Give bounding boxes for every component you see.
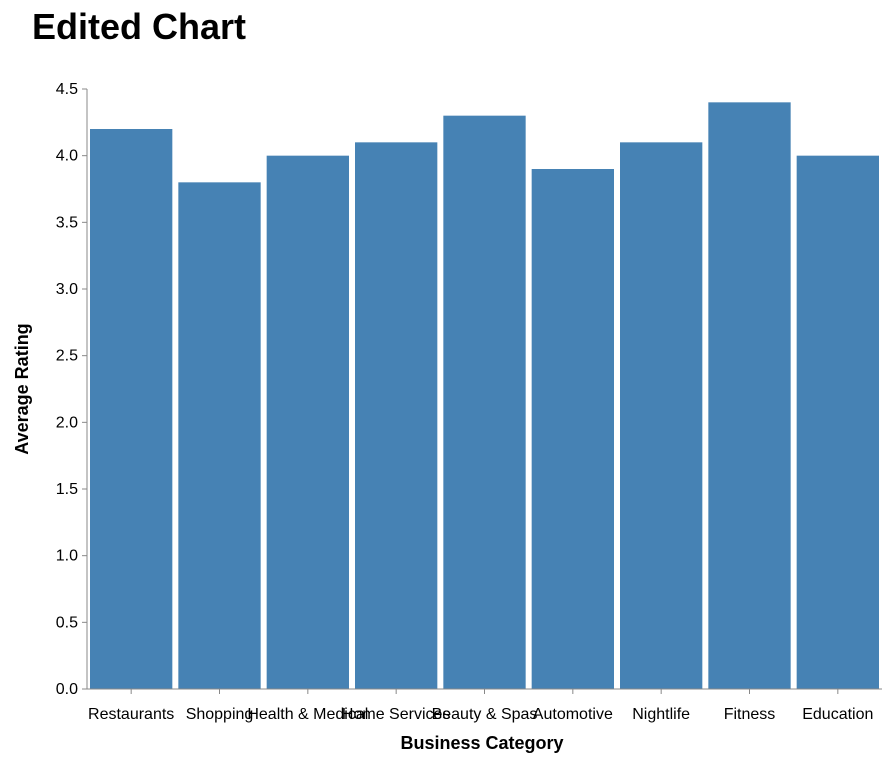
x-tick-label-6: Nightlife [632, 706, 690, 723]
bar-3 [355, 142, 438, 690]
x-tick-label-1: Shopping [186, 706, 254, 723]
bar-4 [443, 115, 526, 689]
x-tick-label-4: Beauty & Spas [432, 706, 538, 723]
bar-2 [266, 155, 349, 689]
bar-7 [708, 102, 791, 690]
y-tick-label-2: 1.0 [56, 548, 78, 565]
y-tick-label-6: 3.0 [56, 281, 78, 298]
chart-title: Edited Chart [32, 6, 247, 47]
bar-8 [796, 155, 879, 689]
x-tick-label-7: Fitness [724, 706, 776, 723]
x-tick-label-5: Automotive [533, 706, 613, 723]
x-axis-title: Business Category [400, 733, 563, 753]
x-tick-label-3: Home Services [342, 706, 450, 723]
bar-0 [90, 129, 173, 689]
x-tick-label-2: Health & Medical [247, 706, 368, 723]
y-tick-label-5: 2.5 [56, 348, 78, 365]
x-tick-label-8: Education [802, 706, 873, 723]
y-axis-title: Average Rating [12, 323, 32, 454]
y-tick-label-8: 4.0 [56, 148, 78, 165]
bars-group [90, 102, 879, 690]
bar-1 [178, 182, 261, 690]
y-tick-label-4: 2.0 [56, 414, 78, 431]
y-tick-label-1: 0.5 [56, 614, 78, 631]
y-tick-label-9: 4.5 [56, 81, 78, 98]
bar-5 [531, 169, 614, 689]
x-tick-label-0: Restaurants [88, 706, 174, 723]
y-tick-label-7: 3.5 [56, 214, 78, 231]
y-axis: 0.0 0.5 1.0 1.5 2.0 2.5 3.0 3.5 4.0 4.5 [56, 81, 88, 698]
bar-6 [620, 142, 703, 690]
y-tick-label-3: 1.5 [56, 481, 78, 498]
y-tick-label-0: 0.0 [56, 681, 78, 698]
